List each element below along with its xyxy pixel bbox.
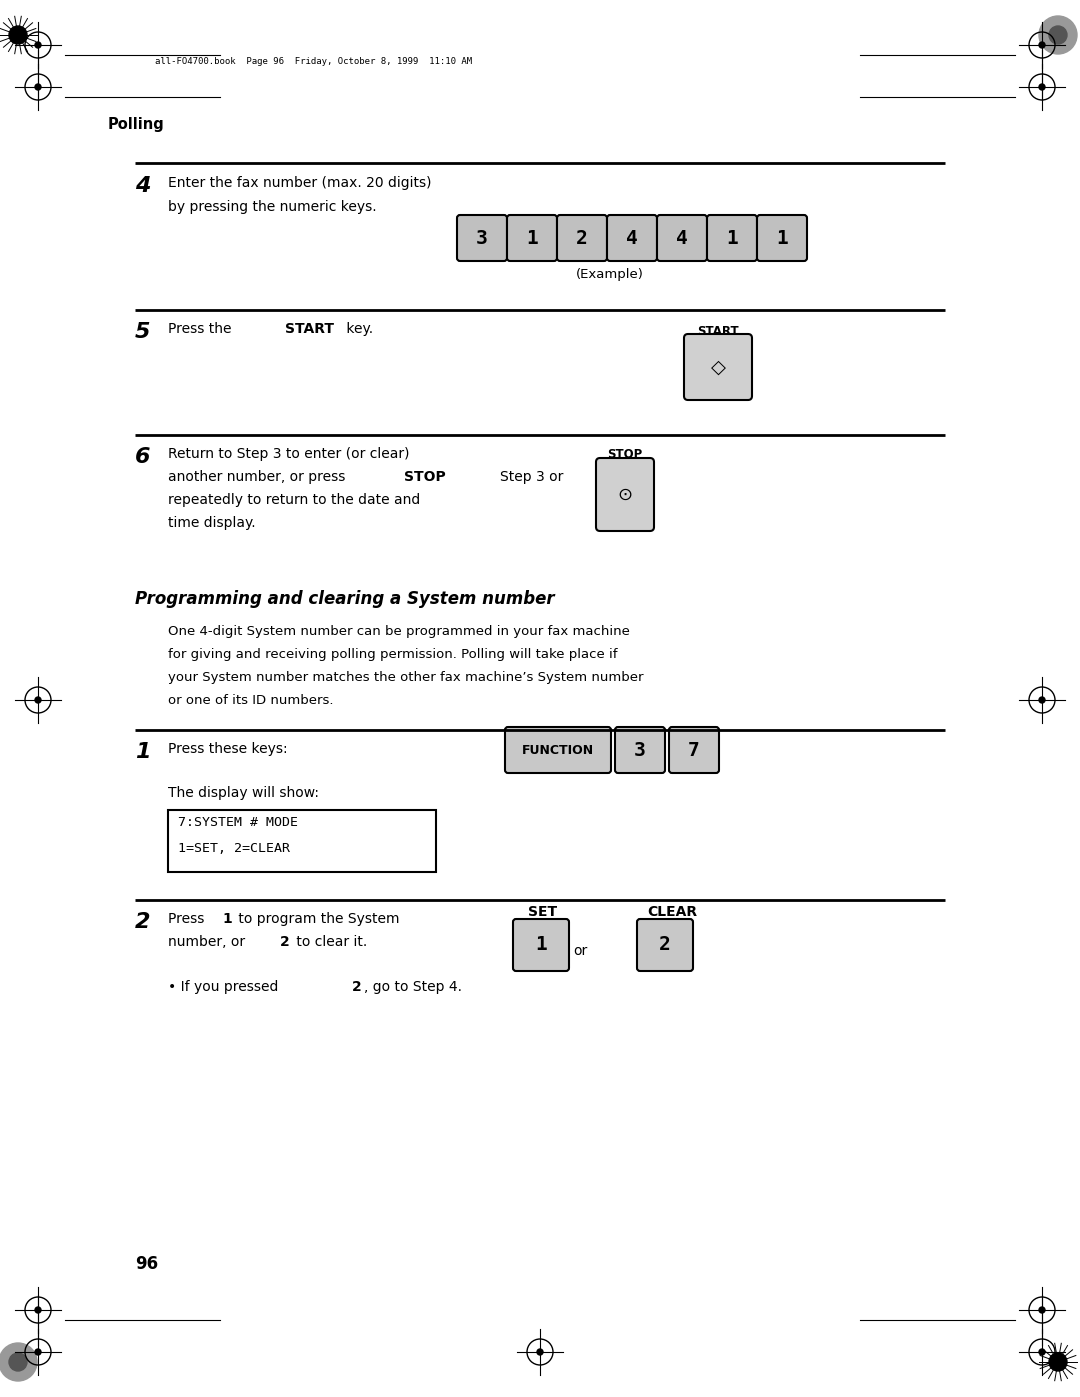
Text: 1: 1	[777, 229, 788, 247]
Text: Press: Press	[168, 912, 208, 926]
FancyBboxPatch shape	[507, 215, 557, 261]
Circle shape	[9, 1354, 27, 1370]
Circle shape	[1049, 27, 1067, 43]
Text: 2: 2	[135, 912, 150, 932]
Text: CLEAR: CLEAR	[647, 905, 697, 919]
Text: to program the System: to program the System	[234, 912, 400, 926]
FancyBboxPatch shape	[637, 919, 693, 971]
Text: 4: 4	[135, 176, 150, 196]
FancyBboxPatch shape	[557, 215, 607, 261]
Text: your System number matches the other fax machine’s System number: your System number matches the other fax…	[168, 671, 644, 685]
Text: 3: 3	[634, 740, 646, 760]
Text: 4: 4	[626, 229, 638, 247]
Text: 5: 5	[135, 321, 150, 342]
Text: repeatedly to return to the date and: repeatedly to return to the date and	[168, 493, 420, 507]
Circle shape	[35, 1308, 41, 1313]
Text: 2: 2	[576, 229, 588, 247]
Text: , go to Step 4.: , go to Step 4.	[364, 981, 462, 995]
Circle shape	[35, 1350, 41, 1355]
Circle shape	[1039, 1308, 1045, 1313]
Circle shape	[1039, 1350, 1045, 1355]
Text: key.: key.	[342, 321, 373, 337]
Text: (Example): (Example)	[576, 268, 644, 281]
Text: 4: 4	[676, 229, 688, 247]
Text: Enter the fax number (max. 20 digits): Enter the fax number (max. 20 digits)	[168, 176, 432, 190]
Text: 1: 1	[135, 742, 150, 761]
Text: START: START	[698, 326, 739, 338]
Text: 6: 6	[135, 447, 150, 467]
Text: 3: 3	[476, 229, 488, 247]
Text: 2: 2	[280, 935, 289, 949]
Text: 7:SYSTEM # MODE: 7:SYSTEM # MODE	[178, 816, 298, 828]
Text: SET: SET	[528, 905, 557, 919]
FancyBboxPatch shape	[607, 215, 657, 261]
FancyBboxPatch shape	[684, 334, 752, 400]
Text: 2: 2	[659, 936, 671, 954]
Text: 96: 96	[135, 1255, 158, 1273]
Text: another number, or press: another number, or press	[168, 469, 350, 483]
Text: Return to Step 3 to enter (or clear): Return to Step 3 to enter (or clear)	[168, 447, 409, 461]
Circle shape	[1039, 42, 1045, 47]
Circle shape	[0, 1343, 37, 1382]
Circle shape	[35, 42, 41, 47]
Text: Polling: Polling	[108, 117, 165, 131]
Text: Programming and clearing a System number: Programming and clearing a System number	[135, 590, 555, 608]
FancyBboxPatch shape	[513, 919, 569, 971]
Circle shape	[35, 697, 41, 703]
Text: STOP: STOP	[404, 469, 446, 483]
FancyBboxPatch shape	[707, 215, 757, 261]
Bar	[168, 810, 436, 872]
Circle shape	[1039, 84, 1045, 89]
Text: STOP: STOP	[607, 448, 643, 461]
Text: One 4-digit System number can be programmed in your fax machine: One 4-digit System number can be program…	[168, 624, 630, 638]
Text: 1: 1	[535, 936, 546, 954]
Text: 1: 1	[726, 229, 738, 247]
Text: time display.: time display.	[168, 515, 256, 529]
Circle shape	[9, 27, 27, 43]
Text: to clear it.: to clear it.	[292, 935, 367, 949]
Text: 1: 1	[526, 229, 538, 247]
Text: The display will show:: The display will show:	[168, 787, 319, 800]
FancyBboxPatch shape	[457, 215, 507, 261]
Text: FUNCTION: FUNCTION	[522, 743, 594, 757]
Text: 2: 2	[352, 981, 362, 995]
Text: 1: 1	[222, 912, 232, 926]
Text: Press these keys:: Press these keys:	[168, 742, 287, 756]
FancyBboxPatch shape	[615, 726, 665, 773]
Text: 7: 7	[688, 740, 700, 760]
Text: ◇: ◇	[711, 358, 726, 377]
Text: 1=SET, 2=CLEAR: 1=SET, 2=CLEAR	[178, 842, 291, 855]
Text: by pressing the numeric keys.: by pressing the numeric keys.	[168, 200, 377, 214]
Text: or: or	[572, 944, 588, 958]
Circle shape	[1049, 1354, 1067, 1370]
Circle shape	[537, 1350, 543, 1355]
FancyBboxPatch shape	[596, 458, 654, 531]
Circle shape	[1039, 15, 1077, 54]
Circle shape	[1039, 697, 1045, 703]
Text: for giving and receiving polling permission. Polling will take place if: for giving and receiving polling permiss…	[168, 648, 618, 661]
Text: ⊙: ⊙	[618, 486, 633, 503]
FancyBboxPatch shape	[669, 726, 719, 773]
Text: • If you pressed: • If you pressed	[168, 981, 283, 995]
Text: all-FO4700.book  Page 96  Friday, October 8, 1999  11:10 AM: all-FO4700.book Page 96 Friday, October …	[156, 57, 472, 67]
Text: Step 3 or: Step 3 or	[500, 469, 564, 483]
Text: Press the: Press the	[168, 321, 235, 337]
FancyBboxPatch shape	[657, 215, 707, 261]
FancyBboxPatch shape	[505, 726, 611, 773]
Text: number, or: number, or	[168, 935, 249, 949]
Circle shape	[35, 84, 41, 89]
Text: or one of its ID numbers.: or one of its ID numbers.	[168, 694, 334, 707]
Text: START: START	[285, 321, 334, 337]
FancyBboxPatch shape	[757, 215, 807, 261]
